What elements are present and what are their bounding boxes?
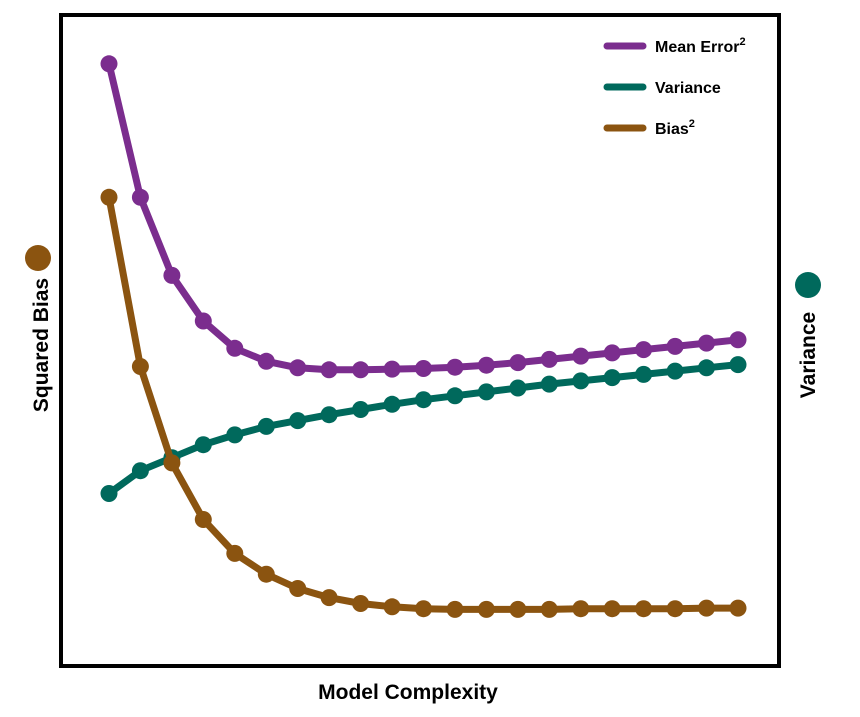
legend-label: Mean Error2 [655,36,746,56]
data-point-mean-error [194,312,212,330]
squared-bias-marker-icon [25,245,51,271]
data-point-mean-error [257,352,275,370]
legend: Mean Error2 Variance Bias2 [603,36,746,138]
data-point-variance [477,383,495,401]
data-point-bias [131,358,149,375]
data-point-mean-error [163,266,181,284]
data-point-mean-error [540,350,558,368]
data-point-bias [163,454,181,472]
legend-item-mean-error: Mean Error2 [603,36,746,56]
data-point-bias [603,600,621,618]
data-point-mean-error [666,337,684,355]
data-point-variance [572,372,590,390]
data-point-bias [257,565,275,583]
data-point-bias [572,600,590,618]
data-point-variance [666,362,684,380]
data-point-variance [603,369,621,387]
data-point-bias [415,600,432,618]
legend-item-bias: Bias2 [603,118,695,138]
legend-superscript: 2 [689,118,695,130]
data-point-bias [635,600,653,618]
data-point-bias [446,600,464,618]
plot-frame [59,13,781,668]
data-point-variance [226,426,244,444]
data-point-variance [729,356,747,374]
data-point-variance [698,359,715,377]
data-point-mean-error [635,341,653,359]
legend-superscript: 2 [739,36,745,48]
data-point-variance [289,412,307,430]
data-point-mean-error [572,347,590,365]
data-point-mean-error [729,331,747,349]
series-bias [100,188,747,618]
data-point-mean-error [698,334,715,352]
data-point-mean-error [320,361,338,379]
data-point-bias [352,595,370,612]
data-point-mean-error [131,188,149,206]
data-point-variance [540,375,558,393]
data-point-bias [320,589,338,607]
data-point-variance [100,485,118,502]
legend-label: Bias2 [655,118,695,138]
data-point-variance [415,391,432,409]
data-point-bias [666,600,684,618]
data-point-variance [635,365,653,383]
x-axis-label: Model Complexity [318,681,498,704]
data-point-mean-error [383,360,401,378]
legend-label: Variance [655,80,721,97]
data-point-mean-error [289,359,307,377]
legend-item-variance: Variance [603,80,721,97]
data-point-variance [257,417,275,435]
data-point-mean-error [446,358,464,376]
y-axis-right-label: Variance [797,312,820,398]
data-point-bias [540,600,558,618]
data-point-mean-error [509,354,527,372]
series-layer [100,55,747,618]
data-point-bias [698,599,715,617]
data-point-mean-error [100,55,118,73]
data-point-variance [131,462,149,480]
data-point-bias [289,580,307,597]
data-point-bias [383,598,401,616]
data-point-bias [226,544,244,562]
data-point-bias [100,188,118,206]
data-point-bias [729,599,747,617]
variance-marker-icon [795,272,821,298]
data-point-mean-error [226,339,244,357]
data-point-variance [194,436,212,454]
data-point-bias [477,600,495,618]
data-point-mean-error [477,356,495,374]
data-point-variance [320,406,338,424]
data-point-bias [509,600,527,618]
data-point-variance [509,379,527,397]
data-point-bias [194,511,212,528]
data-point-mean-error [415,360,432,377]
data-point-mean-error [603,344,621,362]
series-mean-error [100,55,747,379]
y-axis-left-label: Squared Bias [30,278,53,412]
data-point-variance [446,387,464,405]
data-point-variance [383,395,401,413]
data-point-variance [352,401,370,418]
data-point-mean-error [352,361,370,379]
